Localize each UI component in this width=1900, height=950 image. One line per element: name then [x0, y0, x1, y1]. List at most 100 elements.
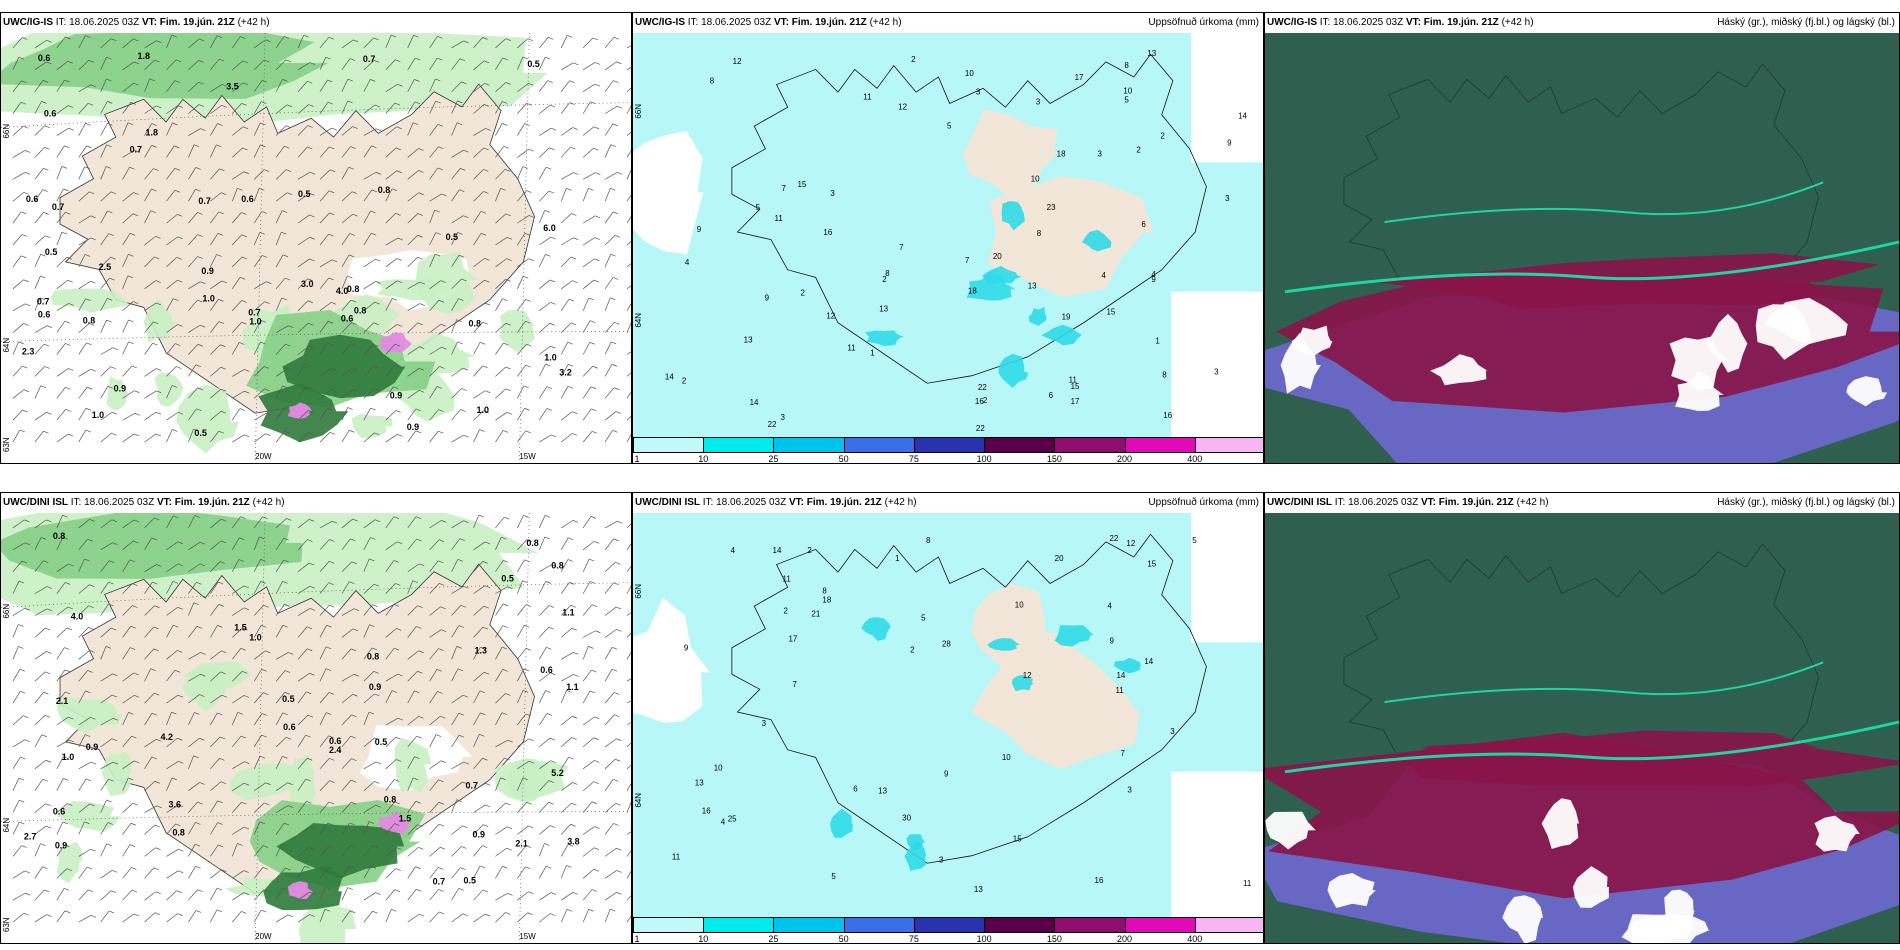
wind-barb	[385, 823, 395, 835]
wind-barb	[144, 739, 157, 748]
wind-barb-flag	[351, 191, 358, 194]
cloud-map[interactable]	[1265, 513, 1899, 943]
wind-barb	[253, 782, 266, 791]
wind-barb-flag	[108, 233, 114, 236]
precip-map[interactable]: 2 3 4 5 10 9 8 14 13 12 11 5 7 4 3 22 16 15 13 9 10 11 6 14 11 12…	[633, 513, 1263, 917]
precip-value-label: 0.8	[53, 531, 65, 541]
wind-barb	[188, 673, 201, 682]
wind-barb	[582, 279, 595, 290]
wind-barb	[495, 101, 503, 114]
wind-barb-flag	[522, 166, 528, 169]
wind-barbs	[12, 34, 631, 443]
wind-barb	[210, 604, 220, 616]
wind-barb	[78, 84, 92, 93]
wind-barb-flag	[352, 518, 358, 522]
lon-label-e: 15W	[519, 452, 536, 461]
wind-barb	[166, 385, 173, 399]
wind-barb-flag	[67, 803, 73, 806]
wind-barb-flag	[195, 866, 201, 869]
wind-barb	[232, 695, 245, 704]
wind-barb	[232, 801, 242, 813]
precip-value-label: 1.8	[138, 51, 150, 61]
wind-barb	[144, 168, 154, 180]
wind-barb	[56, 166, 63, 180]
precip-10-25-area	[1001, 201, 1025, 231]
precip-station-value: 17	[1071, 397, 1080, 406]
wind-barb-flag	[64, 910, 71, 914]
wind-map[interactable]: 0.8 0.7 0.5 0.6 0.9 0.6 0.5 0.8 0.7 0.5 0.9 0.6 0.8 0…	[1, 33, 631, 463]
wind-barb	[122, 122, 129, 136]
wind-barb-flag	[483, 147, 489, 151]
clear-sky-area	[1763, 297, 1848, 345]
precip-value-label: 0.8	[354, 306, 366, 316]
wind-barb	[78, 191, 90, 202]
wind-barb-flag	[505, 38, 512, 41]
wind-barb	[56, 582, 66, 594]
wind-barb	[626, 700, 631, 704]
lat-label-n: 66N	[634, 104, 643, 119]
wind-barb	[407, 605, 418, 616]
wind-barb	[100, 101, 108, 114]
wind-barb	[604, 759, 616, 770]
wind-barb	[319, 212, 330, 224]
wind-barb-flag	[348, 866, 355, 869]
wind-map[interactable]: 0.8 0.5 0.8 0.5 0.9 0.8 0.5 1.1 0.6 0.9 0.6 0.8 1.1 0…	[1, 513, 631, 943]
wind-barb-flag	[328, 277, 334, 281]
wind-barb-flag	[523, 275, 529, 279]
wind-barb-flag	[133, 672, 139, 676]
wind-barb-flag	[216, 887, 223, 891]
wind-barb	[12, 192, 24, 202]
precip-map[interactable]: 2 1 3 2 2 3 4 13 10 9 3 11 7 2 15 8 9 5 16 10 11 13 14 9 8 11 17 18…	[633, 33, 1263, 437]
wind-barb-flag	[243, 892, 250, 895]
wind-barb-flag	[132, 213, 138, 217]
wind-barb	[319, 368, 332, 377]
precip-value-label: 0.6	[341, 314, 353, 324]
wind-barb-flag	[569, 582, 575, 585]
wind-barb	[560, 537, 569, 551]
wind-barb	[144, 564, 157, 573]
wind-barb	[341, 581, 350, 594]
wind-barb	[56, 79, 65, 92]
wind-barb-flag	[353, 673, 360, 677]
wind-barb	[539, 236, 551, 246]
wind-barb-flag	[545, 166, 552, 170]
wind-barb-flag	[239, 276, 246, 280]
wind-barb-flag	[195, 822, 201, 825]
wind-barb	[363, 821, 370, 835]
wind-barb-flag	[349, 429, 355, 433]
wind-barb	[385, 102, 396, 114]
wind-barb	[385, 647, 395, 660]
wind-barb	[122, 254, 129, 268]
wind-barb	[122, 413, 135, 421]
wind-barb-flag	[504, 757, 510, 761]
wind-barb-flag	[18, 580, 25, 584]
wind-barb	[582, 581, 591, 594]
wind-barb	[12, 800, 20, 813]
wind-barb-flag	[243, 695, 250, 698]
wind-barb	[319, 625, 327, 638]
wind-barb-flag	[44, 889, 50, 893]
wind-barb	[78, 690, 86, 704]
wind-barb-flag	[395, 147, 402, 151]
wind-barb	[188, 843, 196, 857]
wind-barb-flag	[394, 365, 400, 368]
wind-barb-flag	[284, 604, 290, 607]
wind-barb-flag	[502, 123, 508, 126]
cloud-map[interactable]	[1265, 33, 1899, 463]
wind-barb-flag	[134, 149, 140, 153]
wind-barb	[297, 714, 309, 726]
wind-barb-flag	[306, 691, 312, 695]
wind-barb-flag	[393, 386, 399, 389]
wind-barb-flag	[175, 343, 181, 346]
wind-barb	[253, 255, 263, 268]
wind-barb	[122, 519, 135, 529]
wind-barb-flag	[41, 537, 47, 540]
wind-barb	[385, 717, 399, 726]
wind-barb	[495, 625, 504, 638]
wind-barb	[451, 646, 458, 660]
wind-barb	[188, 234, 198, 246]
wind-barb	[385, 909, 392, 923]
wind-barb-flag	[370, 407, 376, 411]
wind-barb	[34, 778, 44, 791]
wind-barb	[188, 602, 195, 616]
